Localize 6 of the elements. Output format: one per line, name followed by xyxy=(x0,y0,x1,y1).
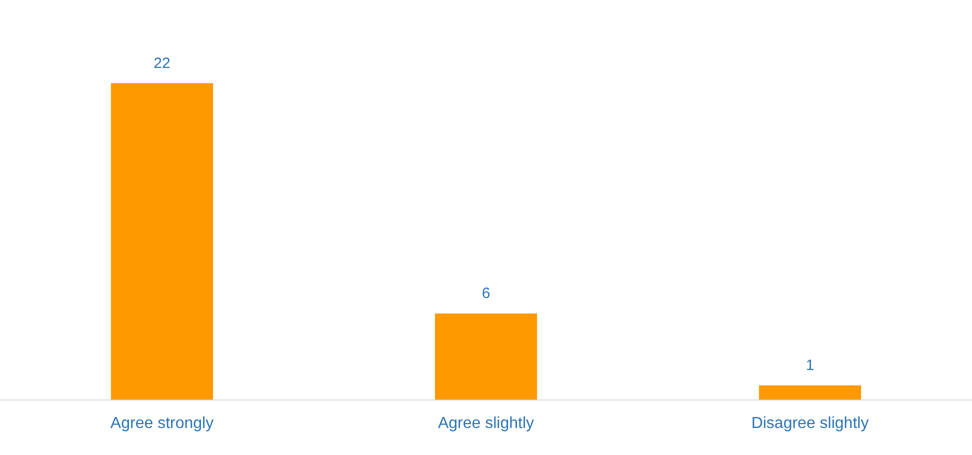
x-tick-label: Disagree slightly xyxy=(751,414,869,432)
data-label: 22 xyxy=(154,54,170,72)
x-tick-label: Agree slightly xyxy=(438,414,534,432)
data-label: 6 xyxy=(482,285,490,302)
data-label: 1 xyxy=(806,357,814,374)
x-tick-label: Agree strongly xyxy=(110,414,214,432)
